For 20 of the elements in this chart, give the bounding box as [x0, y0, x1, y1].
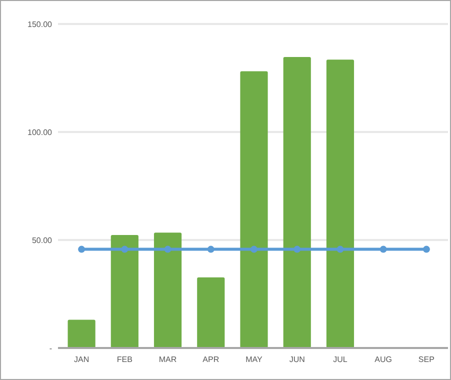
x-tick-label: MAR — [158, 355, 177, 364]
bar — [110, 235, 138, 348]
y-tick-label: 100.00 — [28, 128, 53, 137]
y-tick-label: - — [49, 344, 52, 353]
bar — [326, 60, 354, 348]
y-tick-label: 50.00 — [32, 236, 53, 245]
x-tick-label: MAY — [246, 355, 264, 364]
bar — [154, 232, 182, 348]
y-tick-label: 150.00 — [28, 20, 53, 29]
x-tick-label: JUN — [289, 355, 306, 364]
x-tick-label: FEB — [116, 355, 132, 364]
x-tick-label: AUG — [374, 355, 392, 364]
bar — [240, 71, 268, 348]
x-tick-label: JUL — [333, 355, 348, 364]
x-tick-label: APR — [202, 355, 220, 364]
bar — [68, 320, 96, 348]
bar — [283, 57, 311, 348]
x-tick-label: JAN — [74, 355, 90, 364]
bar — [197, 277, 225, 348]
x-tick-label: SEP — [418, 355, 434, 364]
